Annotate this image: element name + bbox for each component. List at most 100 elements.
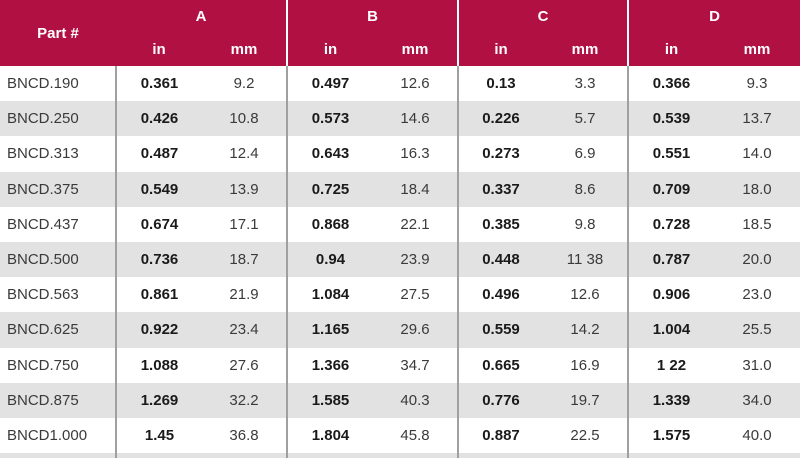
header-row-groups: Part # A B C D	[0, 0, 800, 66]
mm-value-cell: 17.1	[202, 206, 287, 242]
mm-value-cell: 9.2	[202, 66, 287, 102]
mm-value-cell: 23.9	[373, 241, 458, 278]
mm-value-cell: 32.2	[202, 382, 287, 418]
table-row: BNCD.875 1.269 32.2 1.585 40.3 0.776 19.7 1.339…	[0, 382, 800, 418]
in-value-cell	[457, 453, 543, 458]
mm-value-cell: 5.7	[543, 101, 628, 137]
in-value-cell: 1.575	[627, 417, 714, 454]
in-value-cell: 1.165	[286, 312, 373, 348]
part-number-header: Part #	[0, 0, 116, 66]
in-value-cell: 0.861	[115, 277, 202, 313]
in-value-cell: 1.45	[115, 417, 202, 454]
mm-value-cell: 14.0	[714, 136, 800, 172]
mm-value-cell: 27.6	[202, 347, 287, 383]
mm-value-cell: 18.4	[373, 171, 458, 207]
in-value-cell: 0.361	[115, 66, 202, 102]
part-number-cell: BNCD.190	[0, 66, 116, 102]
mm-value-cell: 45.8	[373, 417, 458, 454]
group-header-b: B	[286, 0, 458, 32]
unit-header-a-in: in	[116, 32, 202, 66]
table-row: BNCD.625 0.922 23.4 1.165 29.6 0.559 14.2 1.004…	[0, 312, 800, 348]
table-row: BNCD.500 0.736 18.7 0.94 23.9 0.448 11 38 0.787…	[0, 241, 800, 278]
mm-value-cell: 14.2	[543, 312, 628, 348]
in-value-cell: 0.13	[457, 66, 543, 102]
in-value-cell: 0.665	[457, 347, 543, 383]
mm-value-cell: 16.3	[373, 136, 458, 172]
unit-header-d-in: in	[627, 32, 714, 66]
group-header-d: D	[627, 0, 800, 32]
unit-header-c-in: in	[457, 32, 543, 66]
in-value-cell: 0.906	[627, 277, 714, 313]
mm-value-cell: 31.0	[714, 347, 800, 383]
in-value-cell	[115, 453, 202, 458]
mm-value-cell	[543, 453, 628, 458]
in-value-cell: 0.709	[627, 171, 714, 207]
in-value-cell: 1.366	[286, 347, 373, 383]
mm-value-cell: 3.3	[543, 66, 628, 102]
part-number-cell: BNCD.625	[0, 312, 116, 348]
in-value-cell: 1.339	[627, 382, 714, 418]
in-value-cell: 0.226	[457, 101, 543, 137]
in-value-cell: 1.804	[286, 417, 373, 454]
part-number-cell	[0, 453, 116, 458]
mm-value-cell: 12.4	[202, 136, 287, 172]
mm-value-cell: 11 38	[543, 241, 628, 278]
mm-value-cell: 6.9	[543, 136, 628, 172]
table-row: BNCD.437 0.674 17.1 0.868 22.1 0.385 9.8 0.728 1…	[0, 206, 800, 242]
mm-value-cell: 21.9	[202, 277, 287, 313]
mm-value-cell: 20.0	[714, 241, 800, 278]
part-number-cell: BNCD.500	[0, 241, 116, 278]
mm-value-cell: 13.9	[202, 171, 287, 207]
mm-value-cell: 40.0	[714, 417, 800, 454]
group-header-a: A	[116, 0, 287, 32]
unit-header-a-mm: mm	[202, 32, 287, 66]
in-value-cell: 0.94	[286, 241, 373, 278]
mm-value-cell: 23.0	[714, 277, 800, 313]
mm-value-cell: 16.9	[543, 347, 628, 383]
mm-value-cell: 19.7	[543, 382, 628, 418]
unit-header-d-mm: mm	[714, 32, 800, 66]
in-value-cell: 0.385	[457, 206, 543, 242]
mm-value-cell: 27.5	[373, 277, 458, 313]
in-value-cell: 0.551	[627, 136, 714, 172]
clipped-next-row	[0, 453, 800, 458]
in-value-cell: 0.337	[457, 171, 543, 207]
mm-value-cell: 18.7	[202, 241, 287, 278]
table-row: BNCD.250 0.426 10.8 0.573 14.6 0.226 5.7 0.539 1…	[0, 101, 800, 137]
mm-value-cell: 40.3	[373, 382, 458, 418]
in-value-cell: 0.273	[457, 136, 543, 172]
mm-value-cell: 12.6	[543, 277, 628, 313]
in-value-cell: 0.448	[457, 241, 543, 278]
in-value-cell: 1.269	[115, 382, 202, 418]
part-number-cell: BNCD1.000	[0, 417, 116, 454]
in-value-cell: 0.497	[286, 66, 373, 102]
mm-value-cell: 9.3	[714, 66, 800, 102]
part-number-cell: BNCD.437	[0, 206, 116, 242]
unit-header-b-in: in	[286, 32, 373, 66]
mm-value-cell: 18.0	[714, 171, 800, 207]
in-value-cell: 0.366	[627, 66, 714, 102]
mm-value-cell: 13.7	[714, 101, 800, 137]
part-number-cell: BNCD.250	[0, 101, 116, 137]
unit-header-b-mm: mm	[373, 32, 458, 66]
in-value-cell: 1 22	[627, 347, 714, 383]
in-value-cell: 0.728	[627, 206, 714, 242]
table-row: BNCD.750 1.088 27.6 1.366 34.7 0.665 16.9 1 22 3…	[0, 347, 800, 383]
unit-header-c-mm: mm	[543, 32, 628, 66]
in-value-cell: 0.736	[115, 241, 202, 278]
mm-value-cell: 22.1	[373, 206, 458, 242]
in-value-cell: 0.674	[115, 206, 202, 242]
part-number-cell: BNCD.375	[0, 171, 116, 207]
table-row: BNCD1.000 1.45 36.8 1.804 45.8 0.887 22.5 1.575…	[0, 417, 800, 454]
part-number-cell: BNCD.563	[0, 277, 116, 313]
mm-value-cell	[373, 453, 458, 458]
in-value-cell: 1.004	[627, 312, 714, 348]
in-value-cell: 0.573	[286, 101, 373, 137]
mm-value-cell: 9.8	[543, 206, 628, 242]
in-value-cell: 0.868	[286, 206, 373, 242]
mm-value-cell	[202, 453, 287, 458]
in-value-cell: 0.549	[115, 171, 202, 207]
